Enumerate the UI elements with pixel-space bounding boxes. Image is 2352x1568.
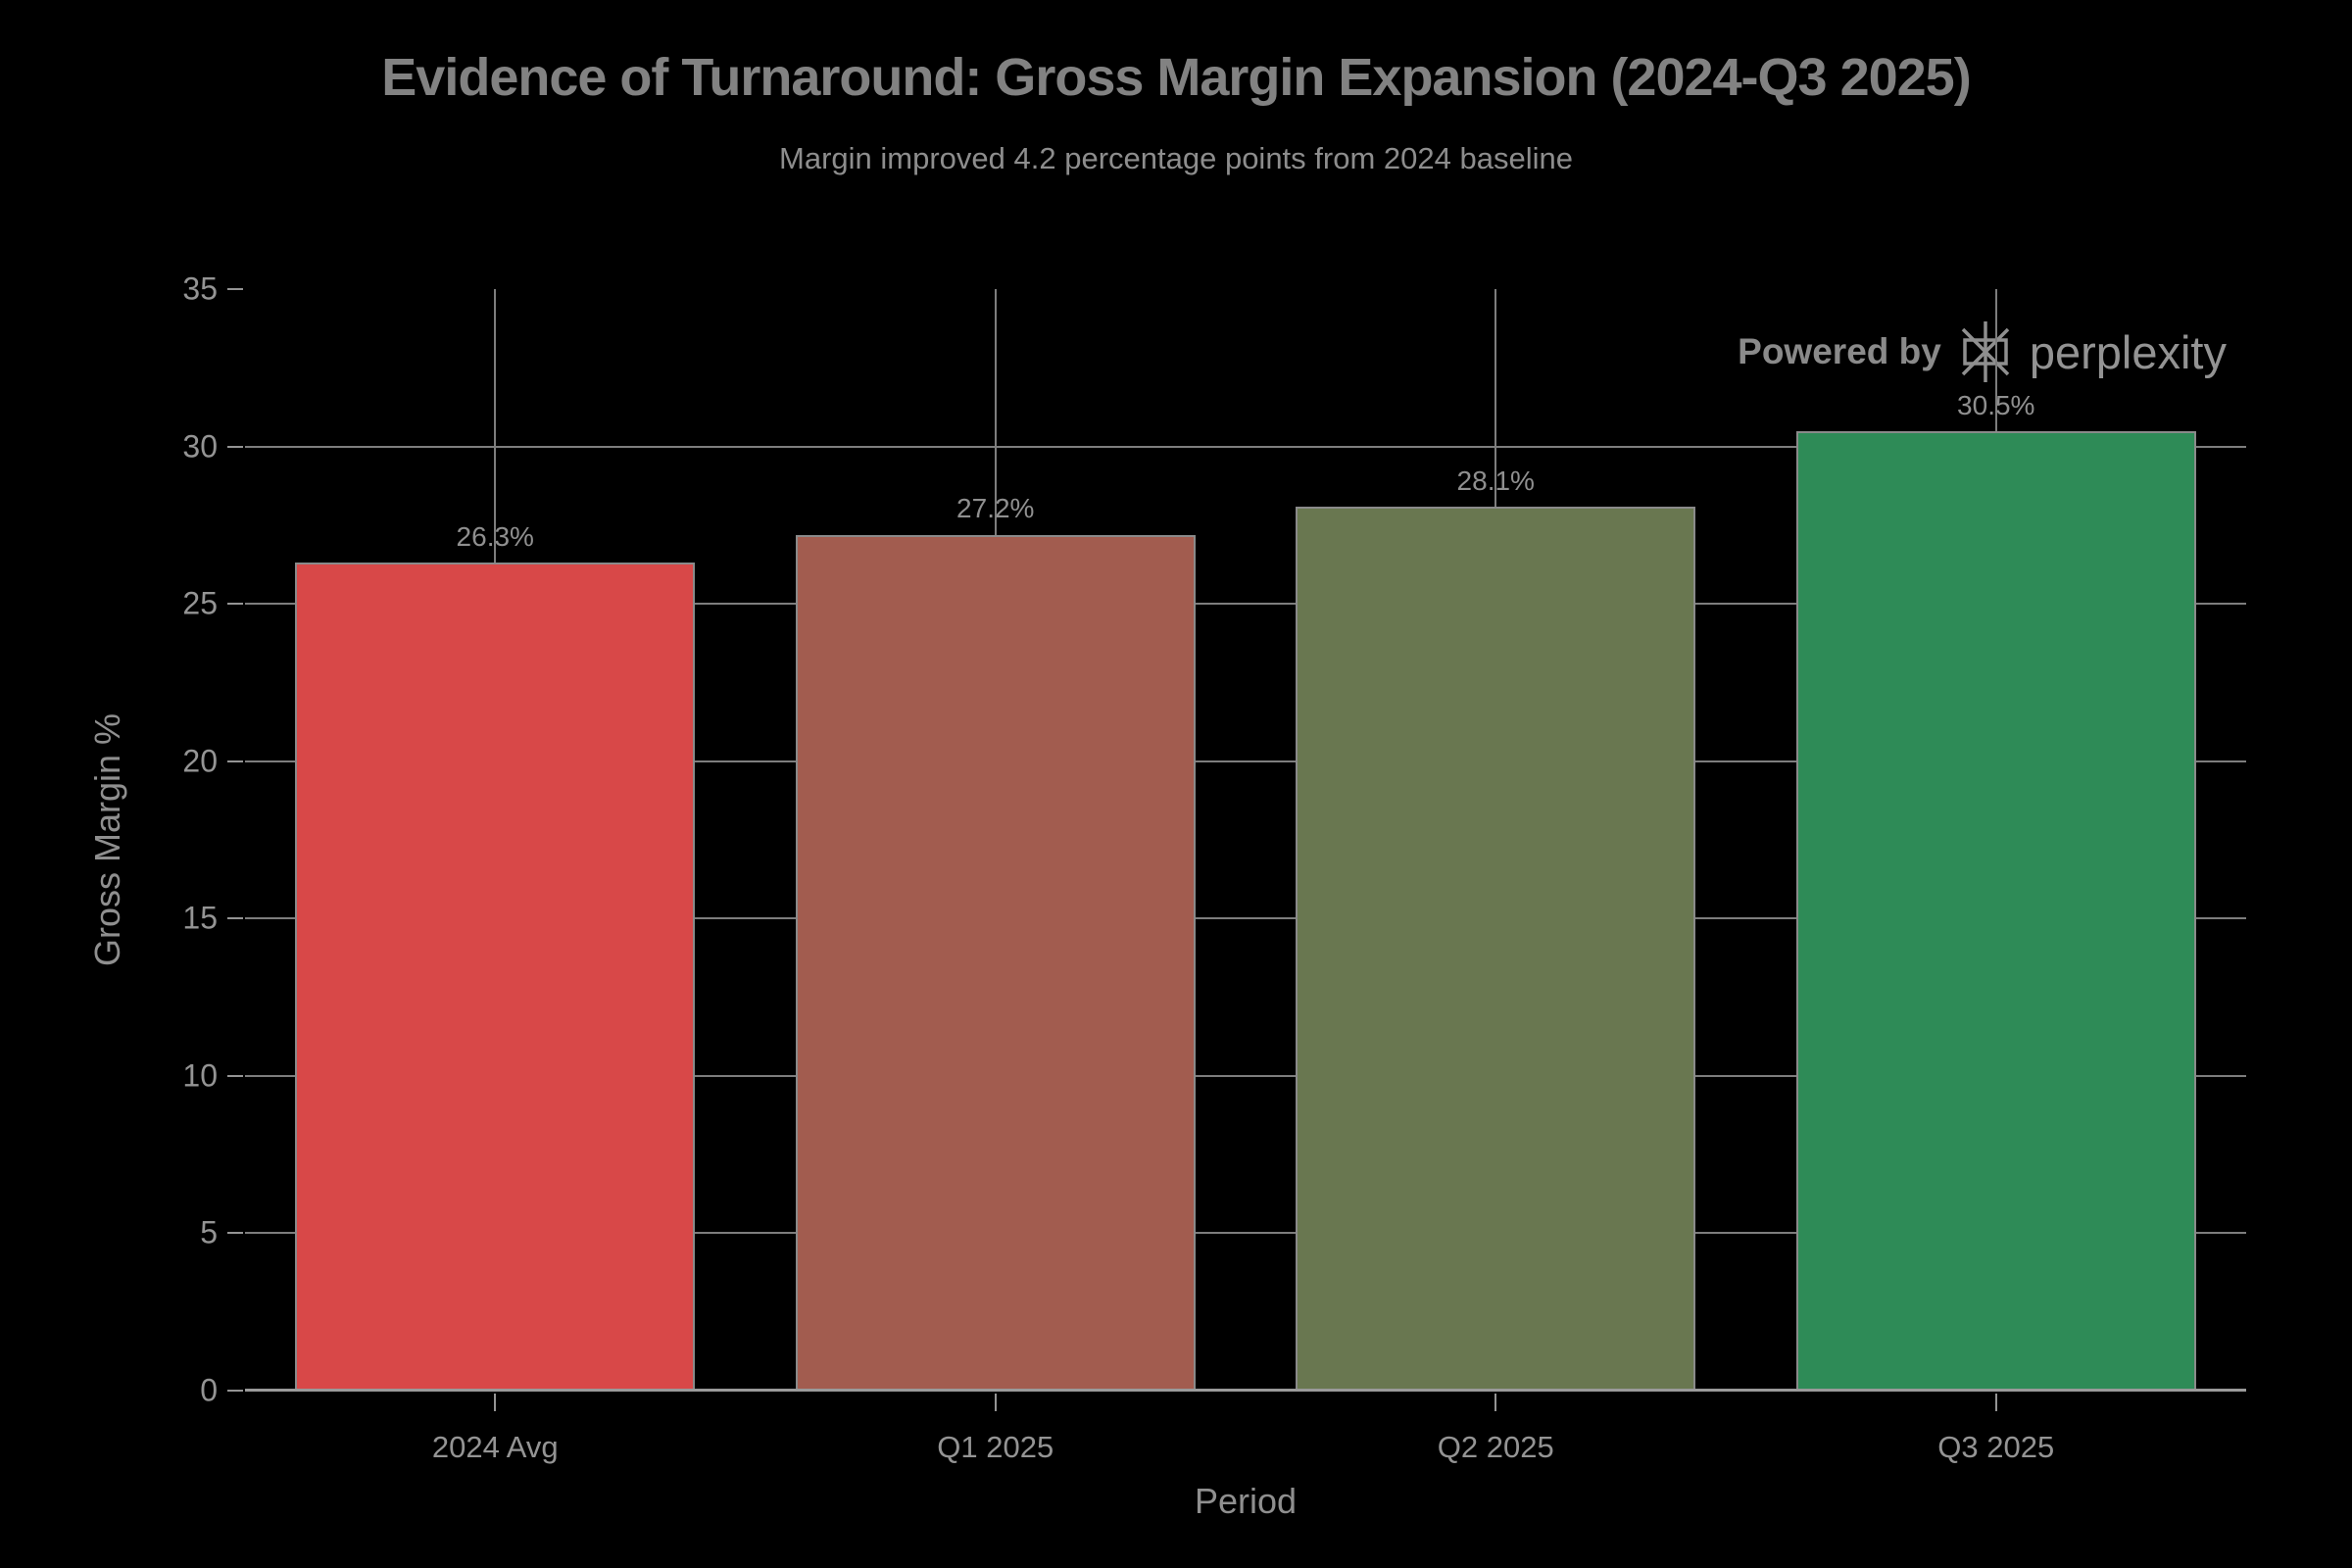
y-tick bbox=[227, 760, 243, 762]
y-tick-label: 15 bbox=[182, 900, 218, 936]
bar-q1-2025 bbox=[795, 534, 1196, 1391]
y-gridline bbox=[245, 1232, 2246, 1235]
y-tick bbox=[227, 288, 243, 290]
y-gridline bbox=[245, 760, 2246, 762]
y-tick bbox=[227, 917, 243, 920]
bar-q3-2025 bbox=[1795, 430, 2196, 1391]
y-tick-label: 5 bbox=[200, 1214, 218, 1250]
powered-by-watermark: Powered by perplexity bbox=[1738, 319, 2227, 384]
bar-value-label: 28.1% bbox=[1456, 465, 1535, 496]
y-tick-label: 25 bbox=[182, 585, 218, 621]
y-gridline bbox=[245, 603, 2246, 606]
x-tick-label: Q1 2025 bbox=[937, 1430, 1054, 1464]
x-tick-label: Q2 2025 bbox=[1437, 1430, 1554, 1464]
y-tick bbox=[227, 1390, 243, 1392]
x-tick-label: Q3 2025 bbox=[1937, 1430, 2055, 1464]
x-tick bbox=[994, 1394, 997, 1411]
x-tick-label: 2024 Avg bbox=[431, 1430, 559, 1464]
y-gridline bbox=[245, 445, 2246, 448]
x-axis-title: Period bbox=[1194, 1481, 1298, 1521]
y-gridline bbox=[245, 1074, 2246, 1077]
x-axis-line bbox=[245, 1389, 2246, 1392]
watermark-brand-text: perplexity bbox=[2029, 325, 2227, 378]
y-tick bbox=[227, 445, 243, 448]
x-tick bbox=[1994, 1394, 1997, 1411]
y-tick bbox=[227, 1232, 243, 1235]
x-tick bbox=[1494, 1394, 1497, 1411]
y-tick bbox=[227, 1074, 243, 1077]
watermark-prefix-text: Powered by bbox=[1738, 331, 1941, 371]
y-tick bbox=[227, 603, 243, 606]
y-gridline bbox=[245, 917, 2246, 920]
x-tick bbox=[494, 1394, 497, 1411]
perplexity-asterisk-icon bbox=[1955, 319, 2016, 384]
y-tick-label: 35 bbox=[182, 270, 218, 307]
bar-q2-2025 bbox=[1296, 506, 1696, 1391]
y-tick-label: 30 bbox=[182, 428, 218, 465]
y-tick-label: 0 bbox=[200, 1372, 218, 1408]
bar-2024-avg bbox=[295, 563, 696, 1391]
y-axis-title: Gross Margin % bbox=[87, 712, 127, 967]
chart-subtitle: Margin improved 4.2 percentage points fr… bbox=[779, 141, 1573, 175]
chart-title: Evidence of Turnaround: Gross Margin Exp… bbox=[381, 48, 1971, 107]
y-tick-label: 10 bbox=[182, 1057, 218, 1094]
bar-value-label: 27.2% bbox=[956, 493, 1035, 524]
bar-value-label: 30.5% bbox=[1957, 389, 2035, 420]
y-tick-label: 20 bbox=[182, 743, 218, 779]
plot-area: 26.3% 27.2% 28.1% 30.5% bbox=[245, 289, 2246, 1392]
bar-value-label: 26.3% bbox=[456, 521, 534, 553]
